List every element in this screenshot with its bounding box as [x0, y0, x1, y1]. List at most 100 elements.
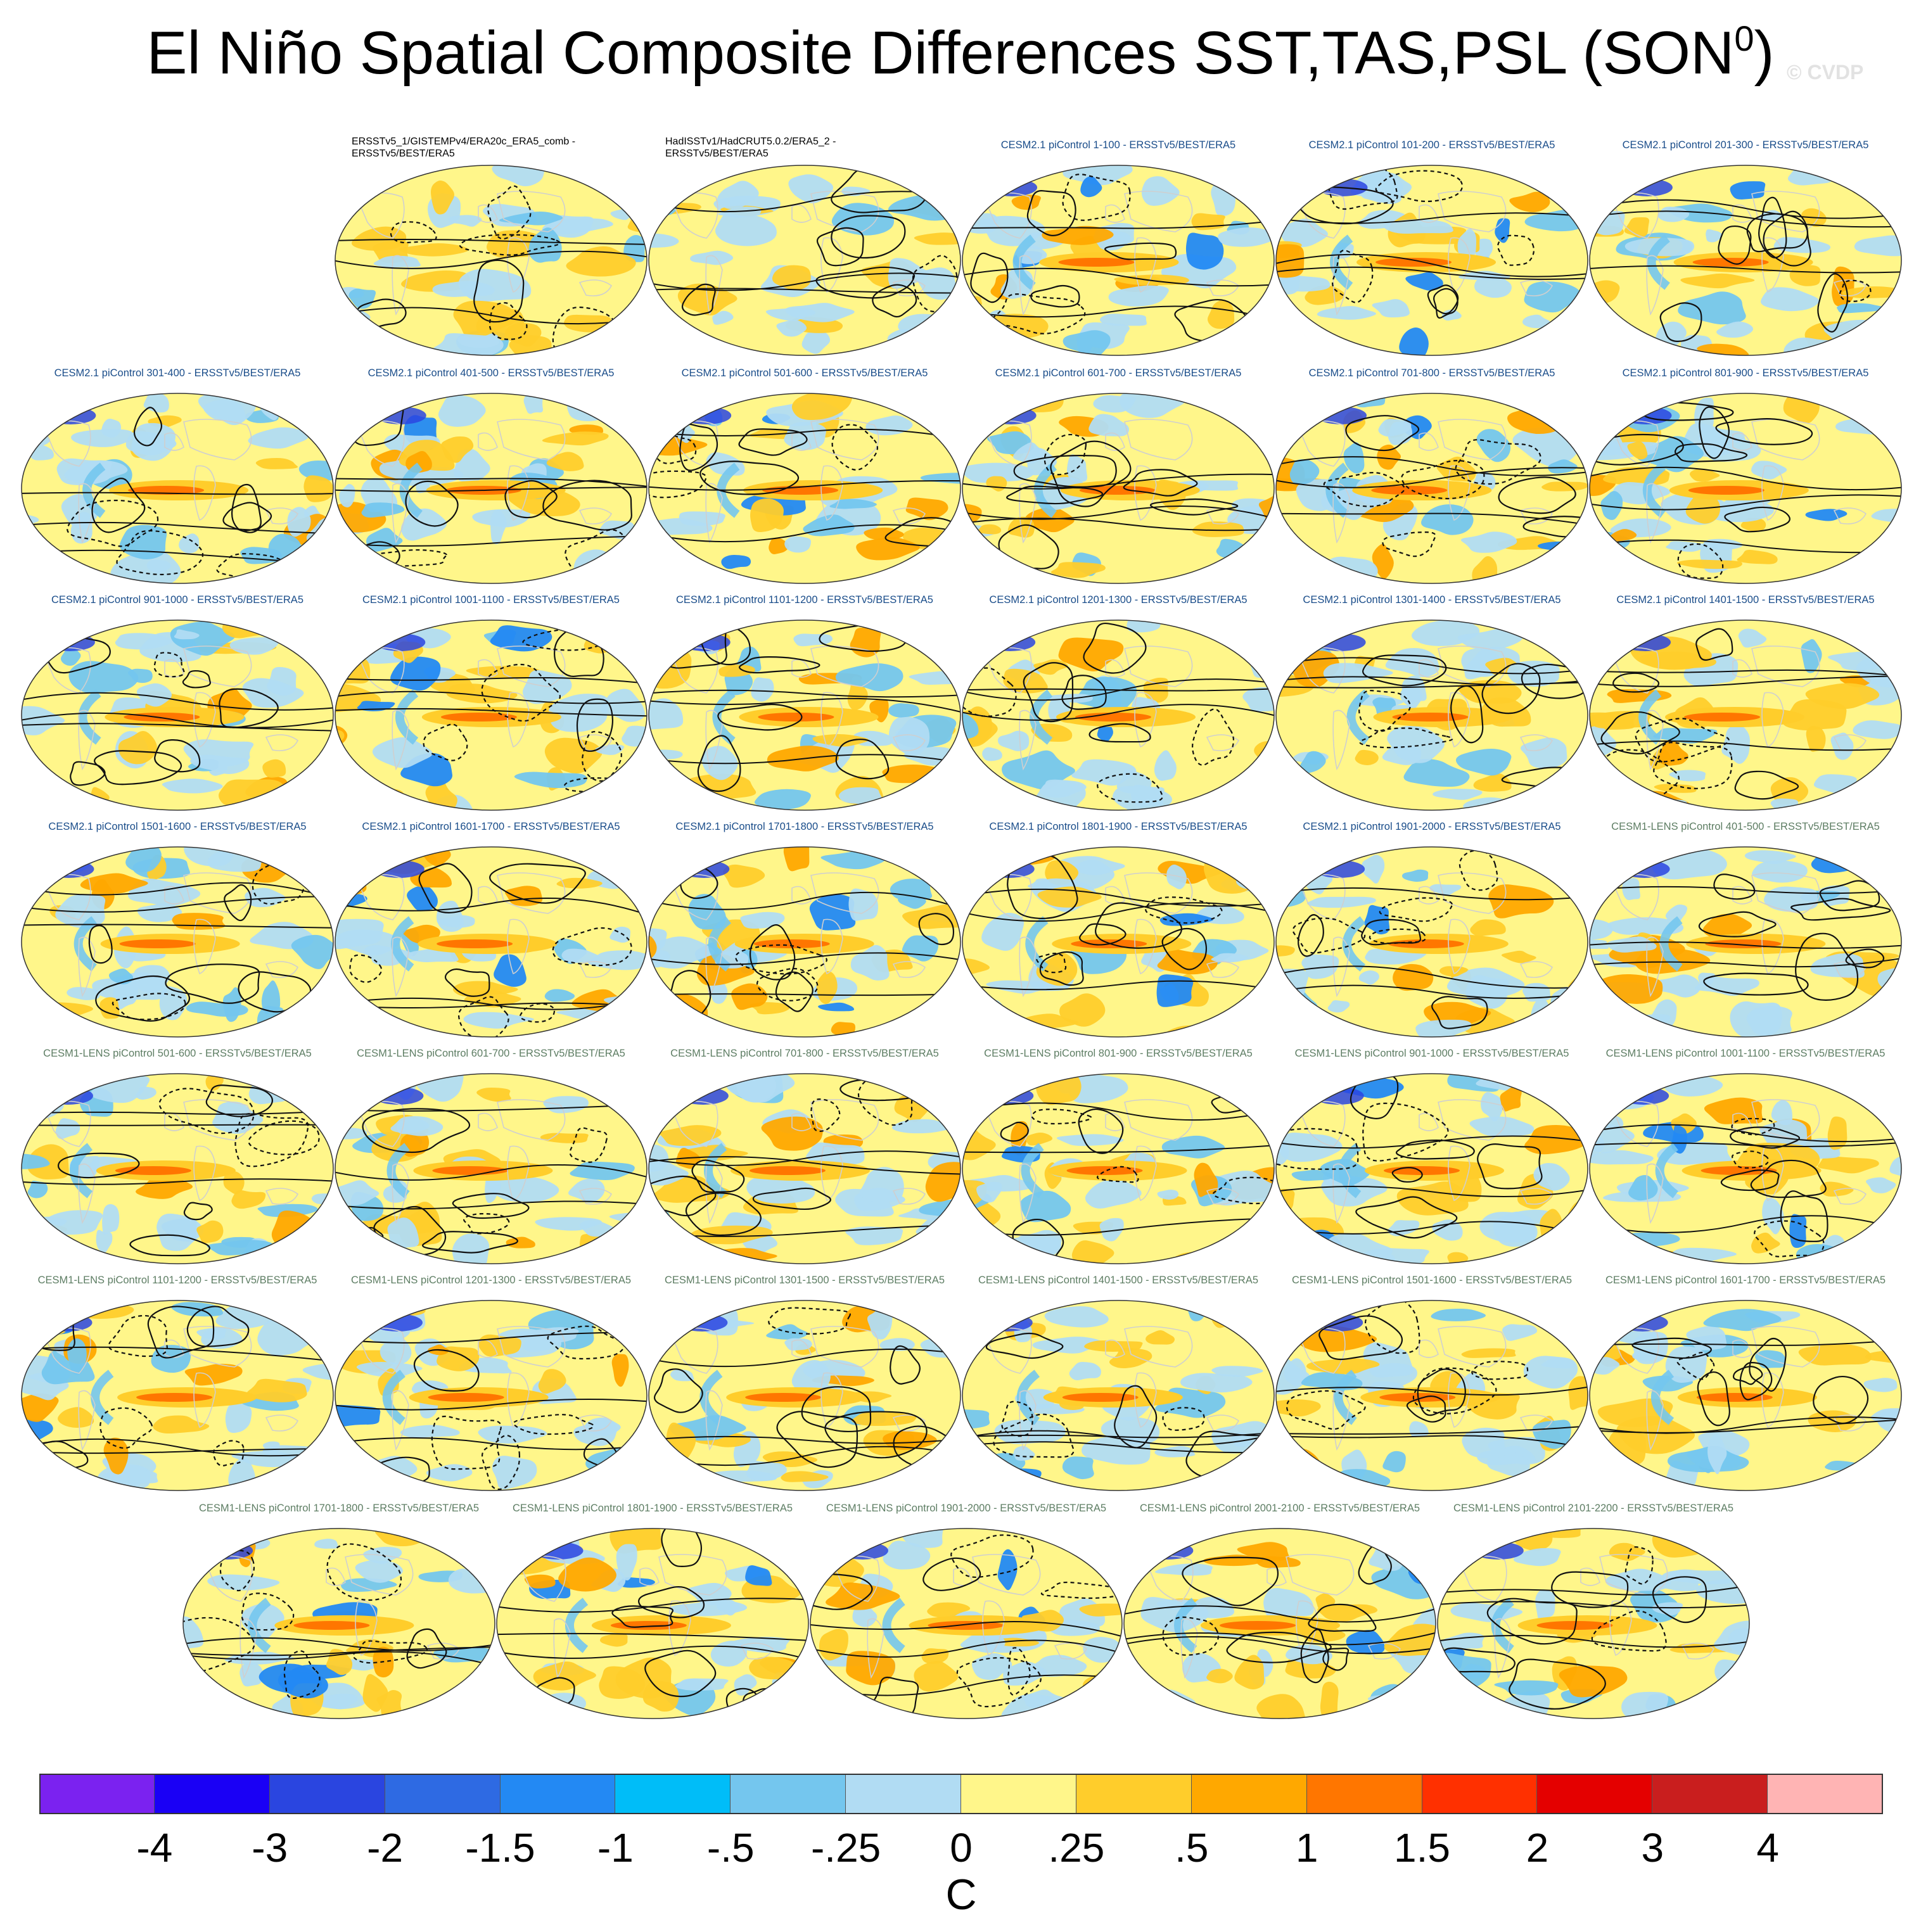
- psl-contour: [1364, 1300, 1420, 1354]
- anomaly-patch: [407, 886, 438, 912]
- anomaly-patch: [567, 393, 609, 421]
- psl-contour: [962, 1217, 1274, 1236]
- map-border: [1275, 620, 1588, 811]
- anomaly-patch: [490, 625, 552, 652]
- psl-contour: [1699, 406, 1730, 459]
- psl-contour: [1698, 911, 1777, 937]
- anomaly-patch: [925, 1162, 960, 1202]
- map-border: [1589, 846, 1902, 1038]
- coastline: [478, 432, 498, 451]
- psl-contour: [962, 704, 1274, 721]
- coastline: [265, 1188, 299, 1205]
- anomaly-patch: [1146, 1330, 1175, 1345]
- psl-contour: [962, 473, 1274, 490]
- psl-contour: [481, 663, 561, 722]
- psl-contour: [569, 1127, 608, 1163]
- anomaly-patch: [1446, 967, 1525, 998]
- global-map: [646, 162, 963, 359]
- anomaly-patch: [845, 1226, 903, 1245]
- psl-contour: [1276, 456, 1588, 476]
- anomaly-patch: [1276, 639, 1297, 675]
- anomaly-patch: [80, 873, 148, 894]
- psl-contour: [1039, 951, 1084, 986]
- anomaly-patch: [506, 1236, 535, 1249]
- panel-label: CESM1-LENS piControl 1301-1500 - ERSSTv5…: [664, 1274, 945, 1286]
- psl-contour: [993, 1413, 1075, 1458]
- coastline: [1419, 659, 1439, 678]
- anomaly-patch: [96, 1230, 113, 1253]
- anomaly-patch: [1085, 1179, 1142, 1209]
- psl-contour: [649, 1156, 960, 1175]
- coastline: [892, 961, 926, 978]
- psl-contour: [22, 924, 333, 929]
- anomaly-patch: [538, 1369, 566, 1394]
- map-panel: CESM2.1 piControl 1-100 - ERSSTv5/BEST/E…: [960, 139, 1277, 361]
- map-panel: CESM2.1 piControl 601-700 - ERSSTv5/BEST…: [960, 367, 1277, 589]
- coastline: [1448, 237, 1471, 293]
- anomaly-patch: [1457, 229, 1477, 260]
- anomaly-patch: [723, 864, 765, 888]
- anomaly-patch: [981, 912, 1024, 951]
- coastline: [867, 1618, 884, 1679]
- coastline: [1019, 255, 1037, 316]
- anomaly-patch: [816, 971, 838, 1004]
- coastline: [1448, 692, 1471, 748]
- map-panel-svg: [810, 1528, 1123, 1719]
- psl-contour: [335, 307, 647, 325]
- psl-contour: [1590, 1141, 1901, 1147]
- anomaly-patch: [58, 1407, 94, 1428]
- psl-contour: [552, 927, 632, 967]
- coastline: [1206, 1188, 1240, 1205]
- anomaly-patch: [1207, 300, 1235, 329]
- psl-contour: [962, 902, 1274, 922]
- map-panel: CESM2.1 piControl 1301-1400 - ERSSTv5/BE…: [1273, 594, 1590, 816]
- cold-horseshoe: [382, 1370, 406, 1425]
- anomaly-patch: [273, 785, 300, 809]
- anomaly-patch: [490, 509, 507, 545]
- coastline: [1609, 1600, 1632, 1656]
- psl-contour: [95, 975, 191, 1022]
- anomaly-patch: [186, 1001, 248, 1017]
- anomaly-patch: [1108, 285, 1169, 307]
- psl-contour: [213, 1440, 245, 1466]
- psl-contour: [1590, 265, 1901, 274]
- psl-contour: [335, 486, 647, 492]
- cold-horseshoe: [399, 462, 423, 518]
- anomaly-patch: [1003, 668, 1048, 694]
- anomaly-patch: [542, 431, 609, 446]
- anomaly-patch: [1207, 1471, 1261, 1490]
- map-border: [335, 620, 648, 811]
- coastline: [1646, 1163, 1664, 1224]
- anomaly-patch: [1157, 1190, 1179, 1200]
- psl-contour: [962, 667, 1017, 717]
- map-panel: CESM2.1 piControl 201-300 - ERSSTv5/BEST…: [1587, 139, 1904, 361]
- psl-contour: [22, 1346, 333, 1363]
- anomaly-patch: [1042, 226, 1114, 245]
- coastline: [164, 659, 184, 678]
- global-map: [333, 1071, 649, 1267]
- psl-contour: [816, 227, 864, 267]
- anomaly-patch: [1317, 306, 1376, 320]
- anomaly-patch: [1605, 1568, 1671, 1591]
- psl-contour: [644, 1649, 717, 1698]
- anomaly-patch: [715, 212, 777, 246]
- psl-contour: [1590, 210, 1901, 228]
- colorbar-tick-label: -3: [252, 1825, 288, 1871]
- anomaly-patch: [1405, 272, 1443, 291]
- psl-contour: [22, 692, 333, 711]
- psl-contour: [1676, 1352, 1715, 1380]
- psl-contour: [699, 461, 800, 495]
- anomaly-patch: [736, 1074, 777, 1103]
- colorbar-swatch: [1422, 1774, 1538, 1814]
- coastline: [1732, 432, 1752, 451]
- coastline: [1019, 1163, 1037, 1224]
- anomaly-patch: [1602, 1458, 1619, 1490]
- coastline: [1646, 709, 1664, 771]
- anomaly-patch: [22, 706, 65, 735]
- anomaly-patch: [1320, 1681, 1339, 1719]
- psl-contour: [1276, 212, 1588, 224]
- anomaly-patch: [649, 1160, 689, 1186]
- anomaly-patch: [184, 1364, 243, 1386]
- map-panel-svg: [21, 1300, 334, 1491]
- map-border: [1275, 1300, 1588, 1491]
